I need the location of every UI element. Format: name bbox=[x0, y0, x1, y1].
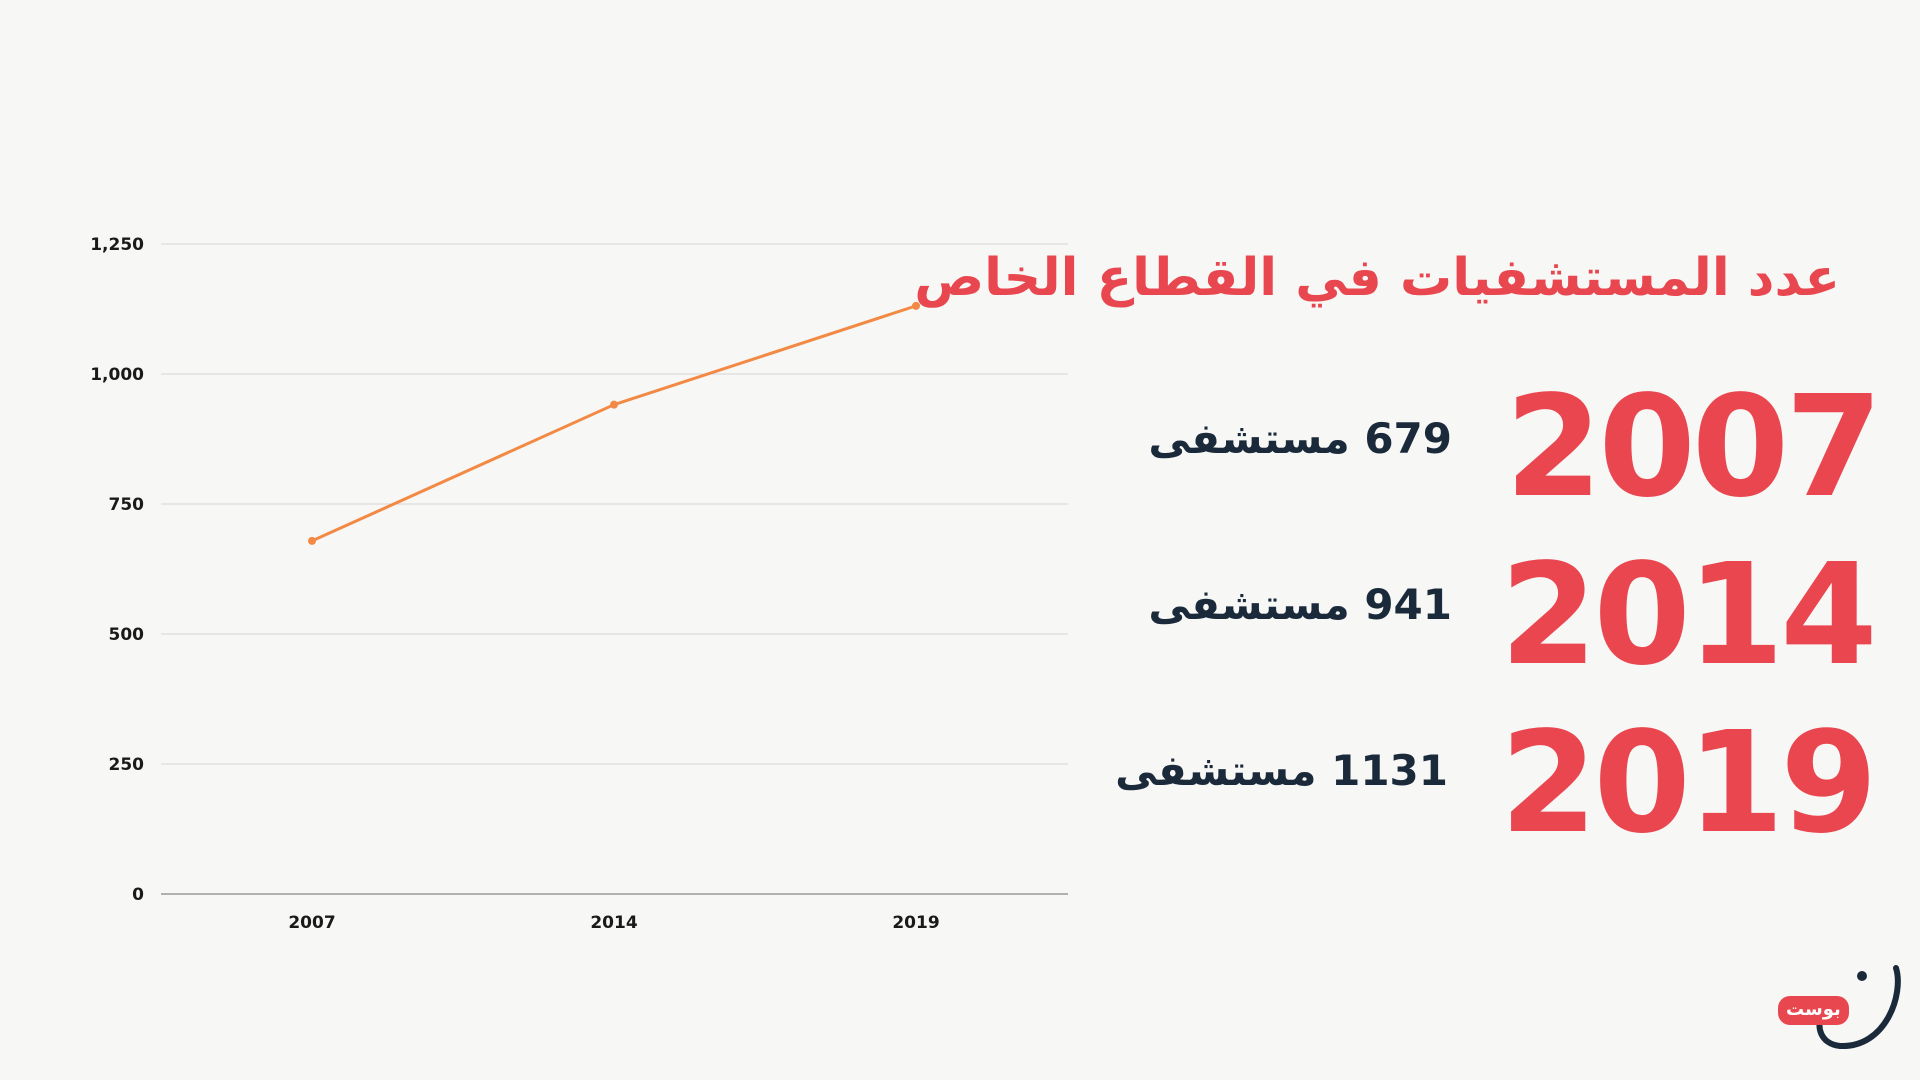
y-tick-label: 750 bbox=[109, 495, 145, 515]
logo-badge: بوست bbox=[1778, 996, 1849, 1025]
y-axis-ticks: 0 250 500 750 1,000 1,250 bbox=[90, 235, 144, 905]
y-tick-label: 250 bbox=[109, 755, 145, 775]
x-tick-label: 2007 bbox=[288, 913, 335, 933]
series-line bbox=[311, 304, 917, 543]
headline: عدد المستشفيات في القطاع الخاص bbox=[914, 248, 1840, 308]
year-2019: 2019 bbox=[1500, 702, 1878, 865]
y-tick-label: 500 bbox=[109, 625, 145, 645]
x-tick-label: 2014 bbox=[590, 913, 637, 933]
x-tick-label: 2019 bbox=[892, 913, 939, 933]
y-tick-label: 1,250 bbox=[90, 235, 144, 255]
count-2014: 941 مستشفى bbox=[1148, 580, 1452, 629]
data-point bbox=[308, 536, 316, 545]
data-point bbox=[912, 301, 920, 310]
brand-logo: بوست bbox=[1776, 964, 1902, 1060]
logo-curve-icon bbox=[1816, 965, 1901, 1050]
line-chart: 0 250 500 750 1,000 1,250 2007 2014 2019 bbox=[90, 235, 1068, 933]
data-point bbox=[610, 400, 618, 409]
series-line-group bbox=[308, 301, 920, 545]
y-tick-label: 1,000 bbox=[90, 365, 144, 385]
count-2019: 1131 مستشفى bbox=[1115, 746, 1448, 795]
y-tick-label: 0 bbox=[132, 885, 144, 905]
count-2007: 679 مستشفى bbox=[1148, 414, 1452, 463]
grid-lines bbox=[161, 243, 1068, 895]
year-2014: 2014 bbox=[1500, 534, 1878, 697]
year-2007: 2007 bbox=[1505, 366, 1883, 529]
x-axis-ticks: 2007 2014 2019 bbox=[288, 913, 939, 933]
